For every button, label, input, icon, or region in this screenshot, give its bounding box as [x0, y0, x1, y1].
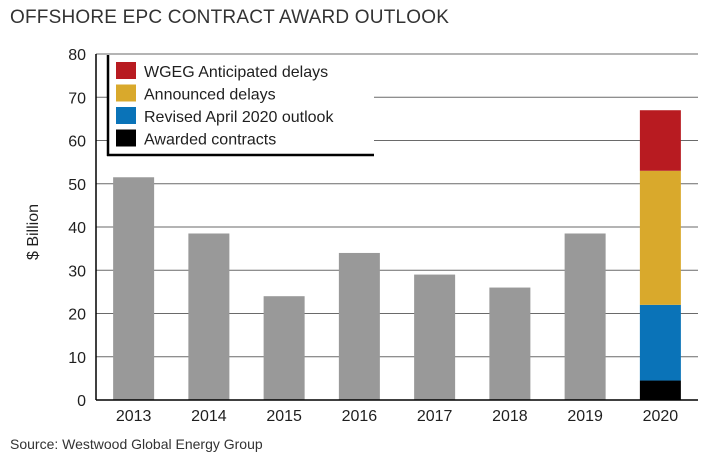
legend-label-wgeg-anticipated-delays: WGEG Anticipated delays: [144, 64, 328, 81]
bar-2018: [489, 287, 531, 400]
legend: WGEG Anticipated delays Announced delays R…: [106, 55, 374, 157]
chart-title: OFFSHORE EPC CONTRACT AWARD OUTLOOK: [10, 7, 450, 28]
legend-swatch-awarded-contracts: [116, 129, 136, 147]
bar-2017: [414, 274, 456, 400]
bar-2015: [263, 296, 305, 400]
bar-2020-awarded-contracts: [639, 380, 681, 400]
x-category-label: 2017: [417, 408, 453, 425]
y-tick-label: 0: [77, 393, 86, 410]
x-category-label: 2013: [116, 408, 152, 425]
x-category-label: 2016: [342, 408, 378, 425]
bar-2013: [113, 177, 155, 400]
legend-label-announced-delays: Announced delays: [144, 87, 276, 104]
legend-label-revised-april-2020-outlook: Revised April 2020 outlook: [144, 109, 334, 126]
legend-swatch-wgeg-anticipated-delays: [116, 62, 136, 79]
bar-2020-revised-april-2020-outlook: [639, 304, 681, 381]
y-tick-label: 60: [68, 134, 86, 151]
y-tick-label: 80: [68, 47, 86, 64]
x-category-label: 2020: [643, 408, 679, 425]
source-note: Source: Westwood Global Energy Group: [10, 436, 263, 452]
bar-2014: [188, 233, 230, 400]
x-category-label: 2018: [492, 408, 528, 425]
y-tick-label: 10: [68, 350, 86, 367]
x-categories: 2013 2014 2015 2016 2017 2018 2019 2020: [116, 408, 678, 425]
y-tick-label: 50: [68, 177, 86, 194]
y-tick-label: 20: [68, 307, 86, 324]
y-axis-label: $ Billion: [25, 204, 42, 260]
y-tick-label: 70: [68, 90, 86, 107]
y-tick-label: 30: [68, 263, 86, 280]
y-ticks: 0 10 20 30 40 50 60 70 80: [68, 47, 86, 410]
bar-2020-announced-delays: [639, 170, 681, 305]
legend-swatch-revised-april-2020-outlook: [116, 107, 136, 124]
bars: [113, 110, 681, 400]
y-tick-label: 40: [68, 220, 86, 237]
bar-2020-wgeg-anticipated-delays: [639, 110, 681, 171]
legend-background: [108, 55, 374, 155]
x-category-label: 2019: [567, 408, 603, 425]
bar-2016: [338, 252, 380, 400]
axes: [95, 54, 698, 401]
legend-swatch-announced-delays: [116, 84, 136, 102]
bar-2019: [564, 233, 606, 400]
legend-label-awarded-contracts: Awarded contracts: [144, 132, 276, 149]
x-category-label: 2014: [191, 408, 227, 425]
x-category-label: 2015: [266, 408, 302, 425]
